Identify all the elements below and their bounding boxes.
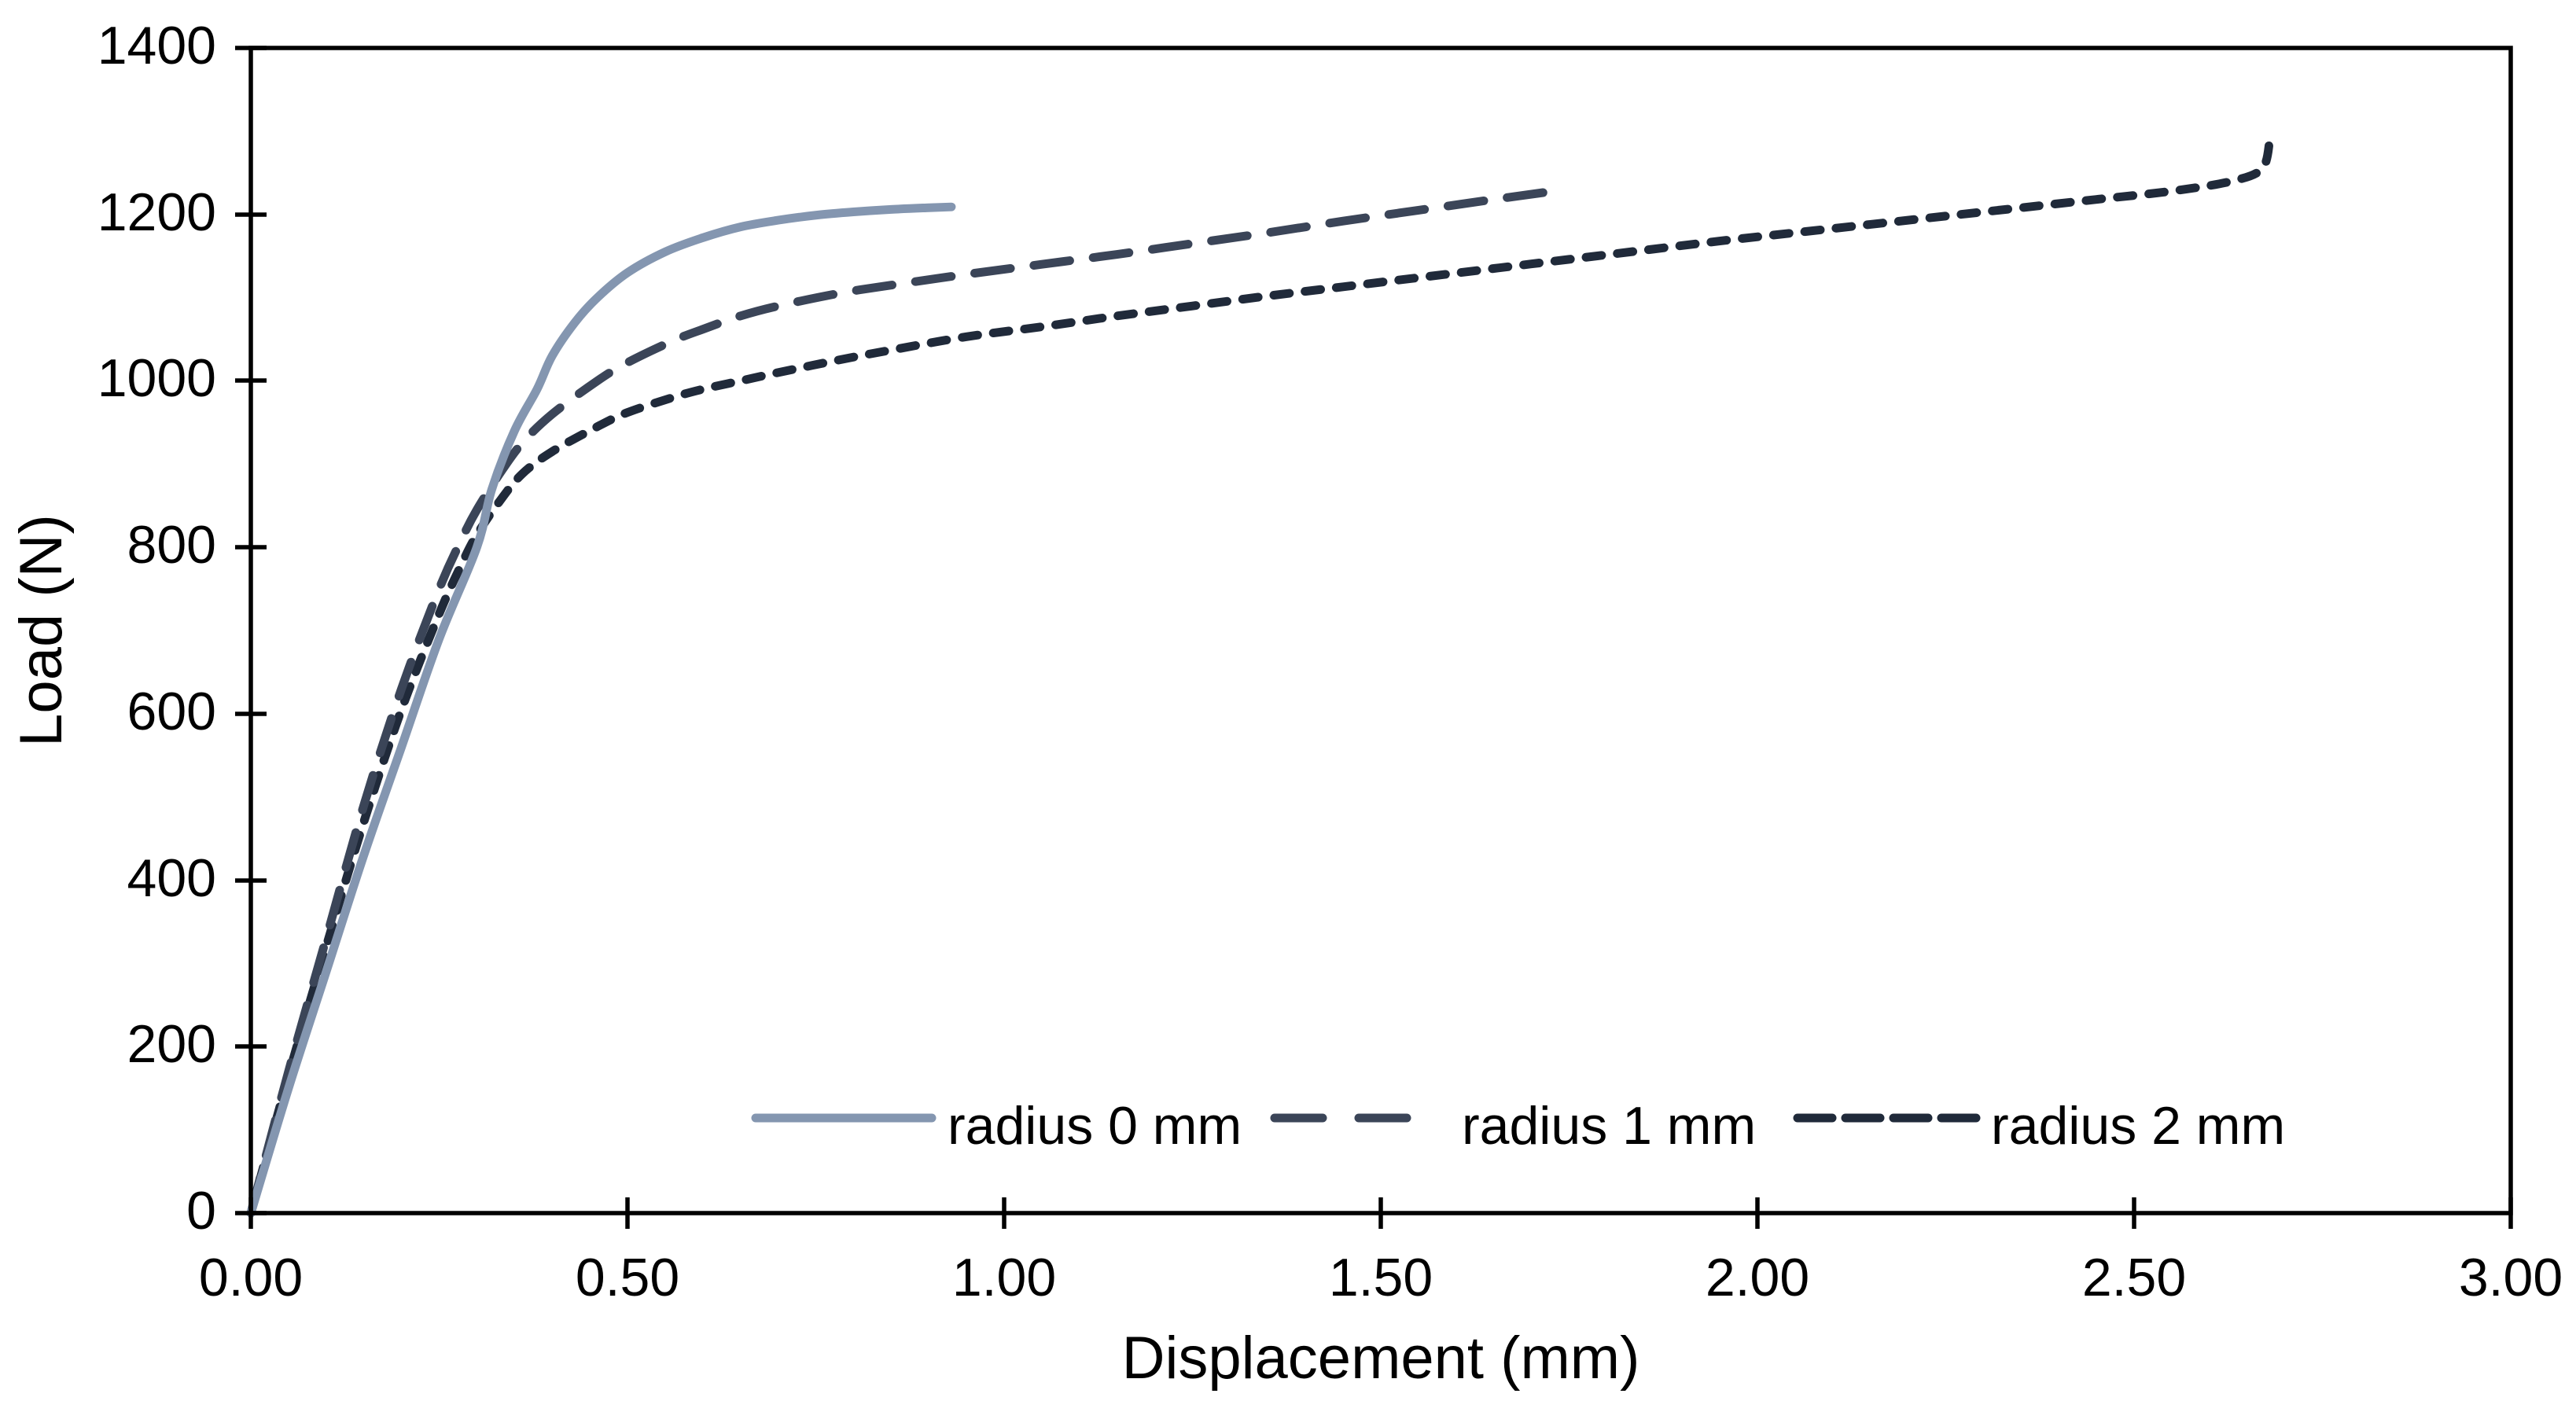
svg-text:600: 600 [127,682,216,741]
svg-text:200: 200 [127,1014,216,1074]
svg-text:radius 0 mm: radius 0 mm [948,1096,1242,1156]
svg-text:0.00: 0.00 [199,1248,303,1307]
svg-text:1200: 1200 [98,182,216,242]
svg-text:0.50: 0.50 [576,1248,679,1307]
svg-text:2.50: 2.50 [2082,1248,2186,1307]
svg-text:1400: 1400 [98,16,216,75]
svg-text:radius 1 mm: radius 1 mm [1462,1096,1756,1156]
svg-text:3.00: 3.00 [2459,1248,2563,1307]
svg-text:Load (N): Load (N) [8,514,75,747]
svg-text:1000: 1000 [98,348,216,408]
svg-text:1.50: 1.50 [1329,1248,1433,1307]
svg-text:Displacement (mm): Displacement (mm) [1122,1325,1640,1392]
svg-text:400: 400 [127,848,216,908]
svg-text:0: 0 [186,1181,216,1241]
svg-text:radius 2 mm: radius 2 mm [1991,1096,2285,1156]
svg-text:800: 800 [127,515,216,575]
svg-text:2.00: 2.00 [1706,1248,1809,1307]
svg-text:1.00: 1.00 [952,1248,1056,1307]
